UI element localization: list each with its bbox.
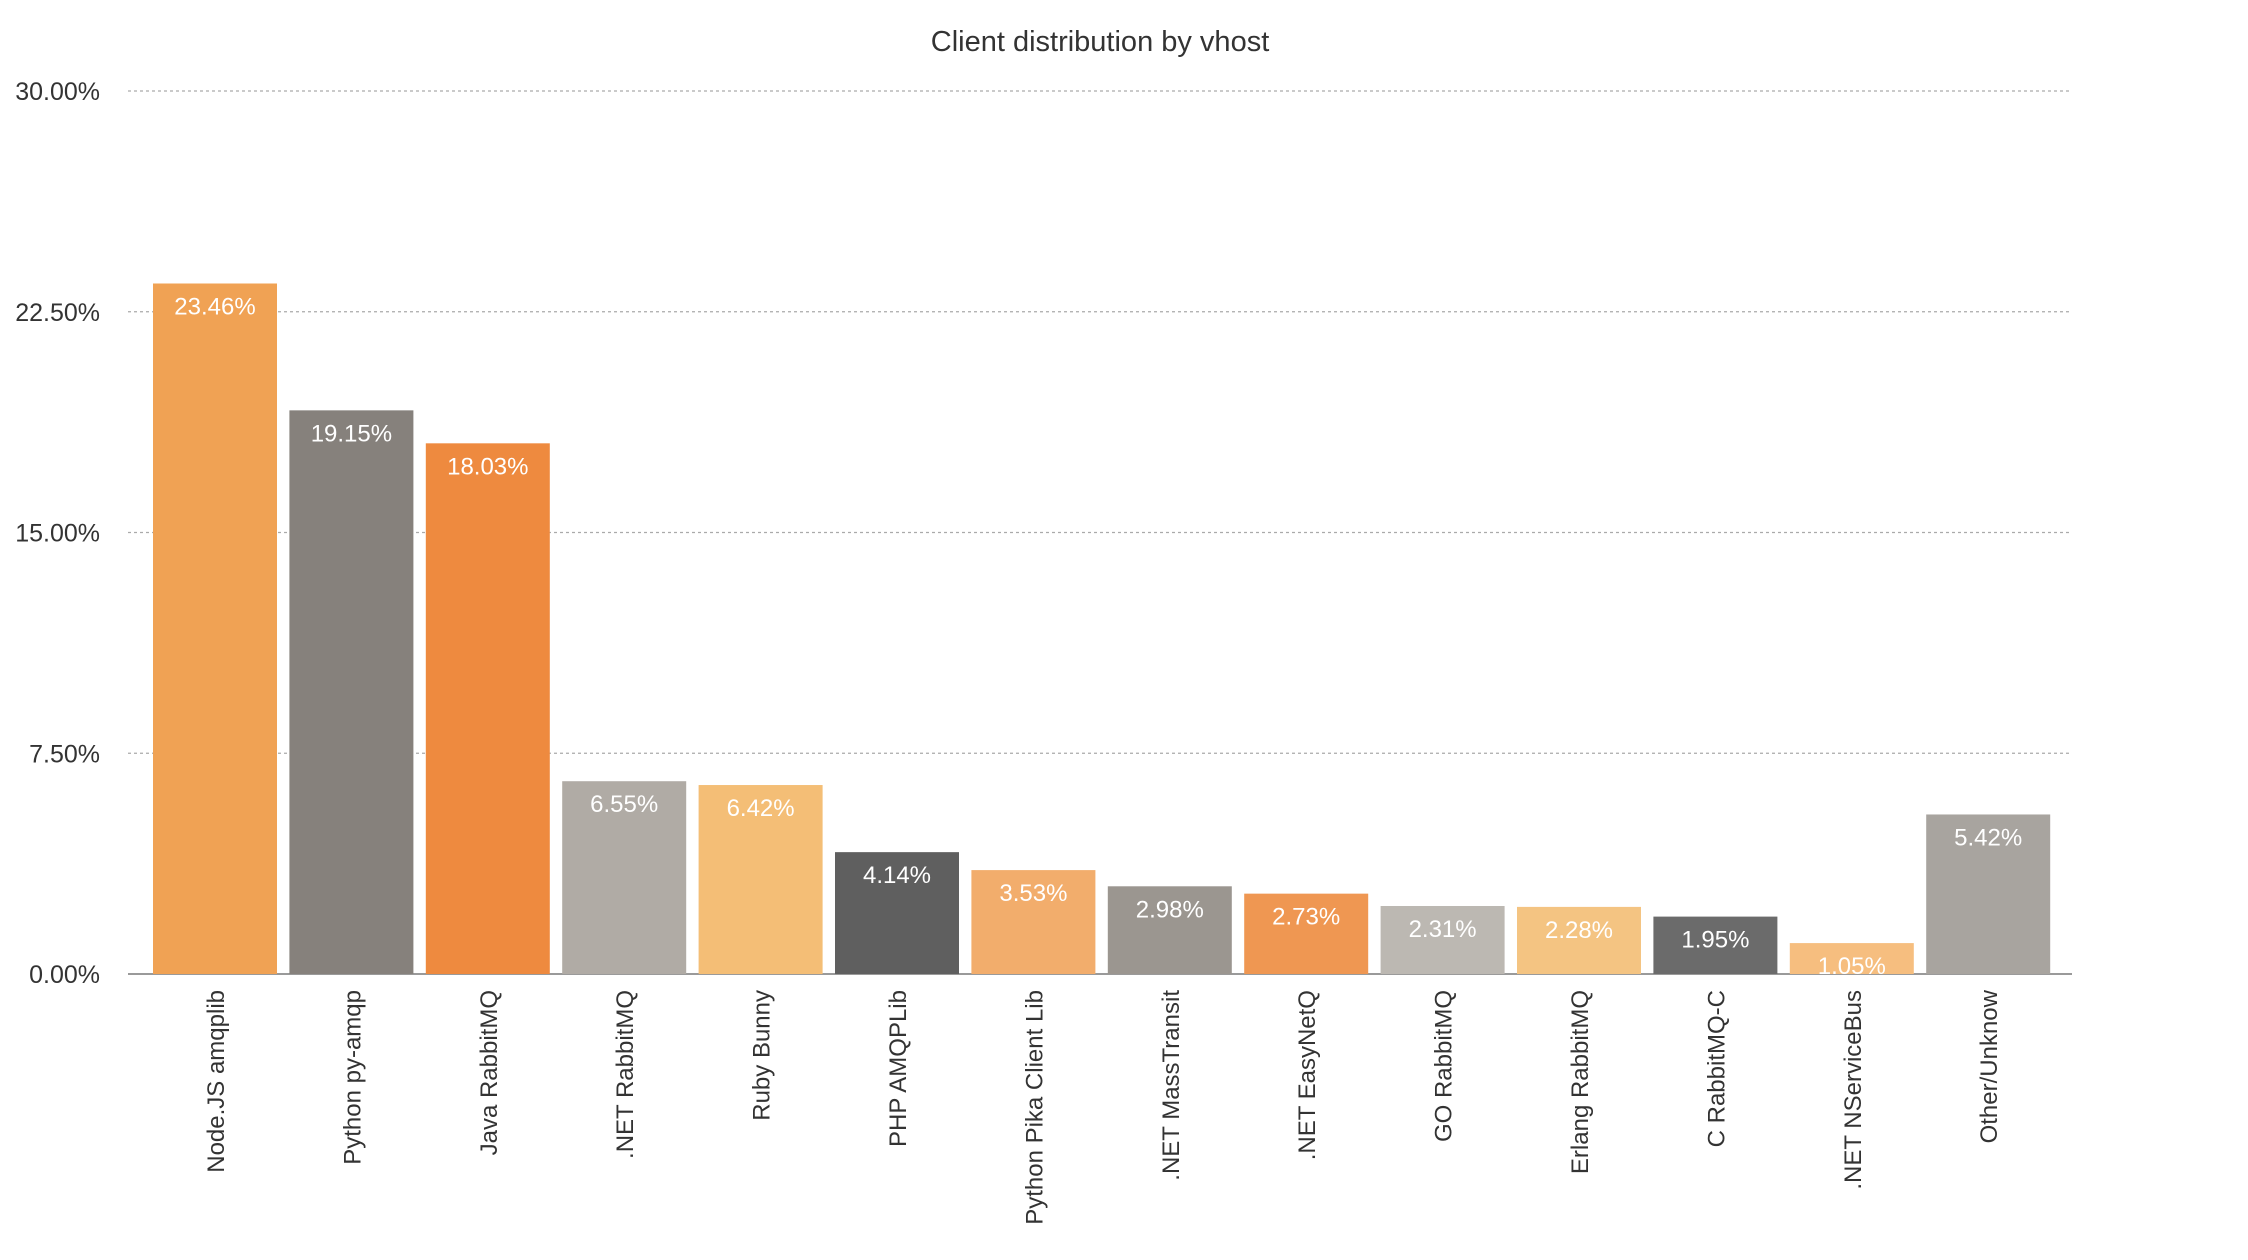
x-tick-label: Ruby Bunny [749, 990, 776, 1121]
data-label: 2.31% [1409, 916, 1477, 943]
data-label: 2.73% [1272, 904, 1340, 931]
x-tick-label: .NET EasyNetQ [1294, 990, 1321, 1160]
bar [562, 781, 687, 974]
data-label: 6.42% [727, 795, 795, 822]
x-tick-label: GO RabbitMQ [1431, 990, 1458, 1142]
data-label: 18.03% [447, 453, 528, 480]
x-tick-label: PHP AMQPLib [885, 990, 912, 1147]
bar [1107, 886, 1232, 974]
x-tick-label: Python Pika Client Lib [1021, 990, 1048, 1225]
bar [1653, 916, 1778, 974]
bar [1244, 893, 1369, 974]
bar [153, 283, 277, 974]
x-tick-label: .NET NServiceBus [1840, 990, 1867, 1190]
data-label: 23.46% [174, 293, 255, 320]
bar [1517, 906, 1641, 974]
x-tick-label: Python py-amqp [339, 990, 366, 1165]
bar [1380, 906, 1505, 974]
data-label: 1.05% [1818, 953, 1886, 980]
x-tick-label: Other/Unknow [1976, 989, 2003, 1143]
bar [289, 410, 414, 974]
bar [1789, 943, 1914, 974]
bar [698, 785, 823, 974]
y-tick-label: 0.00% [29, 961, 100, 989]
y-tick-label: 15.00% [15, 520, 100, 548]
data-label: 2.98% [1136, 896, 1204, 923]
x-tick-label: Java RabbitMQ [476, 990, 503, 1155]
x-axis-ticks: Node.JS amqplib Python py-amqp Java Rabbit… [203, 989, 2003, 1224]
bar [1926, 814, 2051, 974]
bar [425, 443, 550, 974]
chart-title: Client distribution by vhost [930, 26, 1270, 58]
y-tick-label: 22.50% [15, 299, 100, 327]
data-label: 2.28% [1545, 917, 1613, 944]
data-label: 3.53% [999, 880, 1067, 907]
data-label: 19.15% [311, 420, 392, 447]
bar [971, 870, 1096, 974]
bar [835, 852, 959, 974]
data-label: 5.42% [1954, 824, 2022, 851]
gridlines [128, 90, 2072, 975]
y-tick-label: 30.00% [15, 78, 100, 106]
data-label: 1.95% [1681, 927, 1749, 954]
bars [153, 283, 2051, 974]
x-tick-label: Erlang RabbitMQ [1567, 990, 1594, 1174]
x-tick-label: .NET MassTransit [1158, 990, 1185, 1181]
data-label: 4.14% [863, 862, 931, 889]
y-axis-ticks: 0.00% 7.50% 15.00% 22.50% 30.00% [15, 78, 100, 989]
data-labels: 23.46% 19.15% 18.03% 6.55% 6.42% 4.14% 3.53% 2.… [174, 293, 2022, 980]
x-tick-label: .NET RabbitMQ [612, 990, 639, 1159]
x-tick-label: C RabbitMQ-C [1703, 990, 1730, 1147]
data-label: 6.55% [590, 791, 658, 818]
y-tick-label: 7.50% [29, 740, 100, 768]
x-tick-label: Node.JS amqplib [203, 990, 230, 1173]
